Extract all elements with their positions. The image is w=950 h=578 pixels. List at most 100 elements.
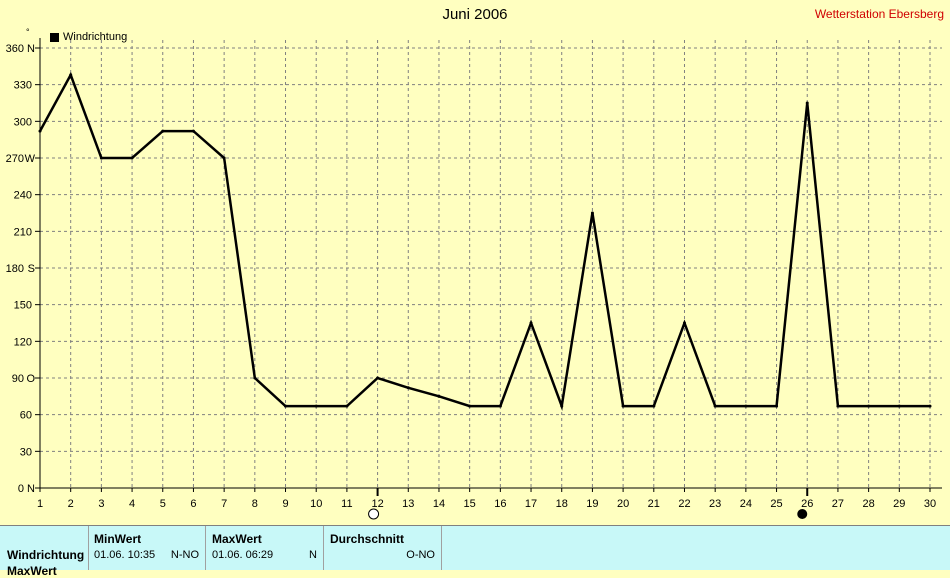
x-tick-label: 20 [617, 498, 629, 510]
y-tick-label: 180 [6, 263, 24, 275]
y-tick-label: 330 [14, 80, 32, 92]
data-point [406, 386, 410, 390]
y-tick-label: 360 [6, 43, 24, 55]
y-tick-label: 150 [14, 300, 32, 312]
data-point [376, 376, 380, 380]
max-datetime: 01.06. 06:29 [212, 549, 274, 561]
data-point [437, 394, 441, 398]
y-tick-label: 120 [14, 336, 32, 348]
x-tick-label: 24 [740, 498, 752, 510]
x-tick-label: 15 [464, 498, 476, 510]
data-point [99, 156, 103, 160]
y-tick-label: 30 [20, 446, 32, 458]
x-tick-label: 10 [310, 498, 322, 510]
new-moon-icon [797, 509, 808, 519]
data-point [867, 404, 871, 408]
data-point [284, 404, 288, 408]
legend-swatch [50, 32, 59, 42]
y-direction-label: O [26, 373, 35, 385]
data-point [498, 404, 502, 408]
x-tick-label: 21 [648, 498, 660, 510]
x-tick-label: 13 [402, 498, 414, 510]
x-tick-label: 29 [893, 498, 905, 510]
y-direction-label: N [27, 483, 35, 495]
data-point [682, 321, 686, 325]
x-tick-label: 3 [98, 498, 104, 510]
y-direction-label: S [28, 263, 35, 275]
x-tick-label: 9 [282, 498, 288, 510]
min-cell: MinWert 01.06. 10:35 N-NO [88, 526, 206, 570]
x-tick-label: 17 [525, 498, 537, 510]
data-point [897, 404, 901, 408]
x-tick-label: 23 [709, 498, 721, 510]
data-point [69, 73, 73, 77]
station-name: Wetterstation Ebersberg [814, 7, 944, 21]
chart-title: Juni 2006 [442, 6, 508, 23]
y-tick-label: 0 [18, 483, 24, 495]
data-point [191, 129, 195, 133]
data-point [652, 404, 656, 408]
data-point [161, 129, 165, 133]
stats-panel: Windrichtung MaxWert MinWert 01.06. 10:3… [0, 525, 950, 578]
x-tick-label: 27 [832, 498, 844, 510]
x-tick-label: 30 [924, 498, 936, 510]
x-tick-label: 4 [129, 498, 135, 510]
avg-cell: Durchschnitt O-NO [324, 526, 442, 570]
data-point [345, 404, 349, 408]
x-tick-label: 26 [801, 498, 813, 510]
x-tick-label: 14 [433, 498, 445, 510]
y-tick-label: 210 [14, 226, 32, 238]
y-tick-label: 270 [6, 153, 24, 165]
min-value: N-NO [170, 549, 199, 561]
avg-header: Durchschnitt [330, 532, 405, 546]
data-point [836, 404, 840, 408]
y-direction-label: N [27, 43, 35, 55]
data-point [805, 101, 809, 105]
min-header: MinWert [94, 532, 142, 546]
x-tick-label: 11 [341, 498, 352, 510]
data-point [775, 404, 779, 408]
y-tick-label: 60 [20, 410, 32, 422]
avg-value: O-NO [406, 549, 435, 561]
stats-label-cell [0, 526, 89, 570]
y-tick-label: 240 [14, 190, 32, 202]
data-point [621, 404, 625, 408]
x-tick-label: 22 [678, 498, 690, 510]
data-point [560, 404, 564, 408]
x-tick-label: 5 [160, 498, 166, 510]
x-tick-label: 1 [37, 498, 43, 510]
min-datetime: 01.06. 10:35 [94, 549, 156, 561]
full-moon-icon [368, 508, 380, 520]
series-line-windrichtung [38, 71, 930, 412]
y-direction-label: W [25, 153, 36, 165]
data-point [928, 404, 932, 408]
data-point [130, 156, 134, 160]
max-header: MaxWert [212, 532, 262, 546]
y-tick-label: 300 [14, 116, 32, 128]
data-point [253, 376, 257, 380]
x-tick-label: 7 [221, 498, 227, 510]
x-tick-label: 19 [586, 498, 598, 510]
x-tick-label: 2 [68, 498, 74, 510]
data-point [529, 321, 533, 325]
x-tick-label: 12 [371, 498, 383, 510]
data-point [222, 156, 226, 160]
data-point [38, 129, 42, 133]
max-value: N [309, 549, 317, 561]
stats-row-label: Windrichtung [7, 548, 85, 562]
max-cell: MaxWert 01.06. 06:29 N [206, 526, 324, 570]
x-tick-label: 18 [556, 498, 568, 510]
x-tick-label: 28 [862, 498, 874, 510]
data-point [713, 404, 717, 408]
data-point [314, 404, 318, 408]
x-tick-label: 6 [190, 498, 196, 510]
x-tick-label: 25 [770, 498, 782, 510]
legend: Windrichtung [50, 31, 127, 43]
data-point [468, 404, 472, 408]
data-point [590, 211, 594, 215]
x-tick-label: 8 [252, 498, 258, 510]
y-tick-label: 90 [12, 373, 24, 385]
x-tick-label: 16 [494, 498, 506, 510]
